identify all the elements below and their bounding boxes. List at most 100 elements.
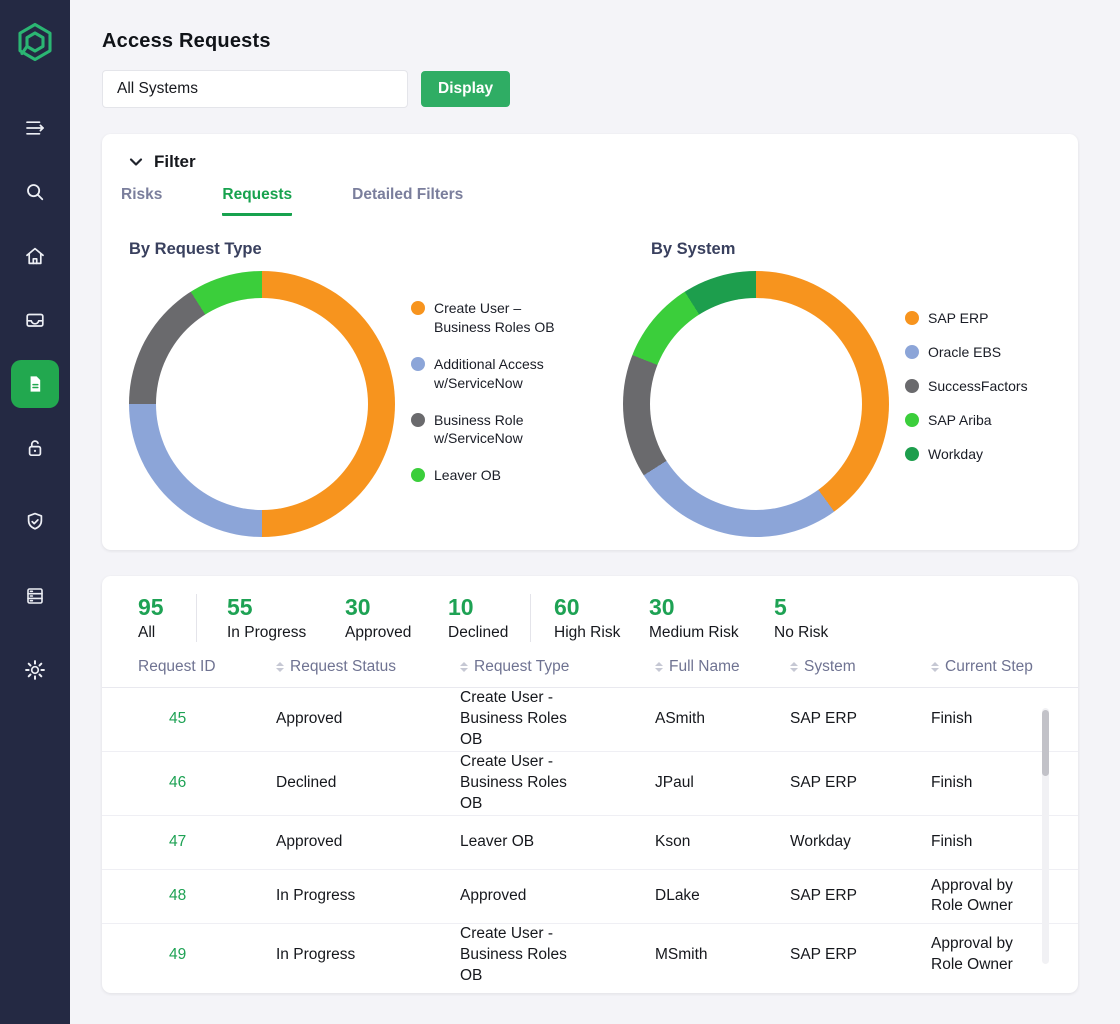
column-header-request-type[interactable]: Request Type (460, 658, 655, 676)
sort-icon (276, 662, 284, 673)
cell-system: SAP ERP (790, 710, 857, 728)
donut-chart-system (623, 271, 889, 537)
main-content: Access Requests Display Filter Risks Req… (70, 0, 1120, 1024)
cell-system: SAP ERP (790, 887, 857, 904)
chart-legend: Create User – Business Roles OB Addition… (411, 271, 569, 537)
legend-item: SAP ERP (905, 309, 1028, 328)
legend-dot (905, 344, 919, 359)
stat-label: Approved (345, 624, 412, 642)
cell-request-status: Approved (276, 833, 343, 850)
legend-label: Create User – Business Roles OB (434, 300, 555, 335)
stat-value: 95 (138, 594, 164, 620)
sidebar-item-records[interactable] (11, 572, 59, 620)
cell-current-step: Approval by Role Owner (931, 935, 1013, 974)
tab-risks[interactable]: Risks (121, 186, 163, 203)
chart-by-system: By System SAP ERP Oracle EBS (590, 240, 1078, 537)
cell-request-type: Create User - Business Roles OB (460, 689, 567, 749)
legend-label: SuccessFactors (928, 377, 1028, 394)
tab-detailed-filters[interactable]: Detailed Filters (352, 186, 464, 203)
cell-current-step: Finish (931, 833, 973, 850)
table-row[interactable]: 48 In Progress Approved DLake SAP ERP Ap… (102, 870, 1078, 924)
stat-high-risk[interactable]: 60 High Risk (554, 594, 649, 642)
display-button[interactable]: Display (421, 71, 511, 107)
column-label: Full Name (669, 658, 740, 676)
cell-request-id[interactable]: 49 (169, 945, 187, 963)
legend-dot (411, 412, 425, 427)
table-row[interactable]: 45 Approved Create User - Business Roles… (102, 688, 1078, 753)
stat-approved[interactable]: 30 Approved (345, 594, 448, 642)
stat-all[interactable]: 95 All (138, 594, 196, 642)
requests-table-panel: 95 All 55 In Progress 30 Approved 10 Dec… (102, 576, 1078, 993)
sidebar-item-shield[interactable] (11, 498, 59, 546)
cell-request-id[interactable]: 47 (169, 833, 187, 850)
legend-item: Create User – Business Roles OB (411, 299, 569, 337)
document-icon (30, 376, 41, 392)
legend-label: Additional Access w/ServiceNow (434, 355, 544, 391)
system-select-input[interactable] (102, 70, 408, 108)
stat-value: 10 (448, 594, 474, 620)
cell-request-type: Create User - Business Roles OB (460, 924, 567, 984)
column-header-current-step[interactable]: Current Step (931, 658, 1038, 676)
sidebar-item-inbox[interactable] (11, 296, 59, 344)
sidebar-item-home[interactable] (11, 232, 59, 280)
column-label: Current Step (945, 658, 1033, 676)
sidebar-item-lock[interactable] (11, 424, 59, 472)
gear-icon (25, 660, 45, 680)
sidebar-item-settings[interactable] (11, 646, 59, 694)
legend-item: Business Role w/ServiceNow (411, 411, 569, 449)
legend-item: Leaver OB (411, 466, 569, 485)
cell-request-id[interactable]: 46 (169, 774, 187, 792)
column-header-full-name[interactable]: Full Name (655, 658, 790, 676)
tab-requests[interactable]: Requests (222, 186, 293, 216)
lock-icon (28, 440, 42, 457)
table-row[interactable]: 49 In Progress Create User - Business Ro… (102, 924, 1078, 987)
column-header-request-status[interactable]: Request Status (276, 658, 460, 676)
stat-label: No Risk (774, 624, 829, 642)
cell-request-id[interactable]: 45 (169, 710, 187, 728)
legend-dot (905, 446, 919, 461)
cell-system: SAP ERP (790, 945, 857, 963)
filter-panel: Filter Risks Requests Detailed Filters B… (102, 134, 1078, 550)
filter-collapse-toggle[interactable]: Filter (128, 152, 1078, 172)
cell-request-type: Leaver OB (460, 833, 535, 850)
cell-full-name: MSmith (655, 945, 708, 963)
legend-label: SAP Ariba (928, 411, 992, 428)
chart-legend: SAP ERP Oracle EBS SuccessFactors S (905, 271, 1028, 537)
stat-in-progress[interactable]: 55 In Progress (227, 594, 345, 642)
stat-no-risk[interactable]: 5 No Risk (774, 594, 828, 642)
sidebar-item-search[interactable] (11, 168, 59, 216)
cell-full-name: DLake (655, 887, 700, 904)
cell-request-id[interactable]: 48 (169, 887, 187, 904)
summary-stats: 95 All 55 In Progress 30 Approved 10 Dec… (102, 594, 1078, 642)
column-header-system[interactable]: System (790, 658, 931, 676)
sidebar-nav (11, 104, 59, 710)
column-header-request-id[interactable]: Request ID (138, 658, 276, 676)
table-scrollbar-track[interactable] (1042, 708, 1049, 964)
stat-value: 55 (227, 594, 253, 620)
stat-medium-risk[interactable]: 30 Medium Risk (649, 594, 774, 642)
cell-request-status: Approved (276, 710, 343, 728)
stat-value: 60 (554, 594, 580, 620)
stat-value: 30 (649, 594, 675, 620)
home-icon (26, 247, 44, 265)
cell-request-status: In Progress (276, 945, 356, 963)
charts-row: By Request Type Create User – Business R… (102, 240, 1078, 537)
donut-chart-request-type (129, 271, 395, 537)
legend-label: Workday (928, 445, 983, 462)
cell-system: SAP ERP (790, 774, 857, 792)
sidebar-item-expand-menu[interactable] (11, 104, 59, 152)
table-row[interactable]: 46 Declined Create User - Business Roles… (102, 752, 1078, 816)
sort-icon (460, 662, 468, 673)
stat-value: 30 (345, 594, 371, 620)
table-scrollbar-thumb[interactable] (1042, 710, 1049, 776)
cell-request-status: Declined (276, 774, 337, 792)
legend-dot (905, 378, 919, 393)
pathlock-hexagon-logo[interactable] (13, 20, 57, 64)
table-row[interactable]: 47 Approved Leaver OB Kson Workday Finis… (102, 816, 1078, 870)
stat-declined[interactable]: 10 Declined (448, 594, 530, 642)
column-label: Request ID (138, 658, 216, 676)
cell-request-type: Approved (460, 887, 527, 904)
stat-value: 5 (774, 594, 787, 620)
sidebar-item-access-requests[interactable] (11, 360, 59, 408)
column-label: Request Type (474, 658, 570, 676)
